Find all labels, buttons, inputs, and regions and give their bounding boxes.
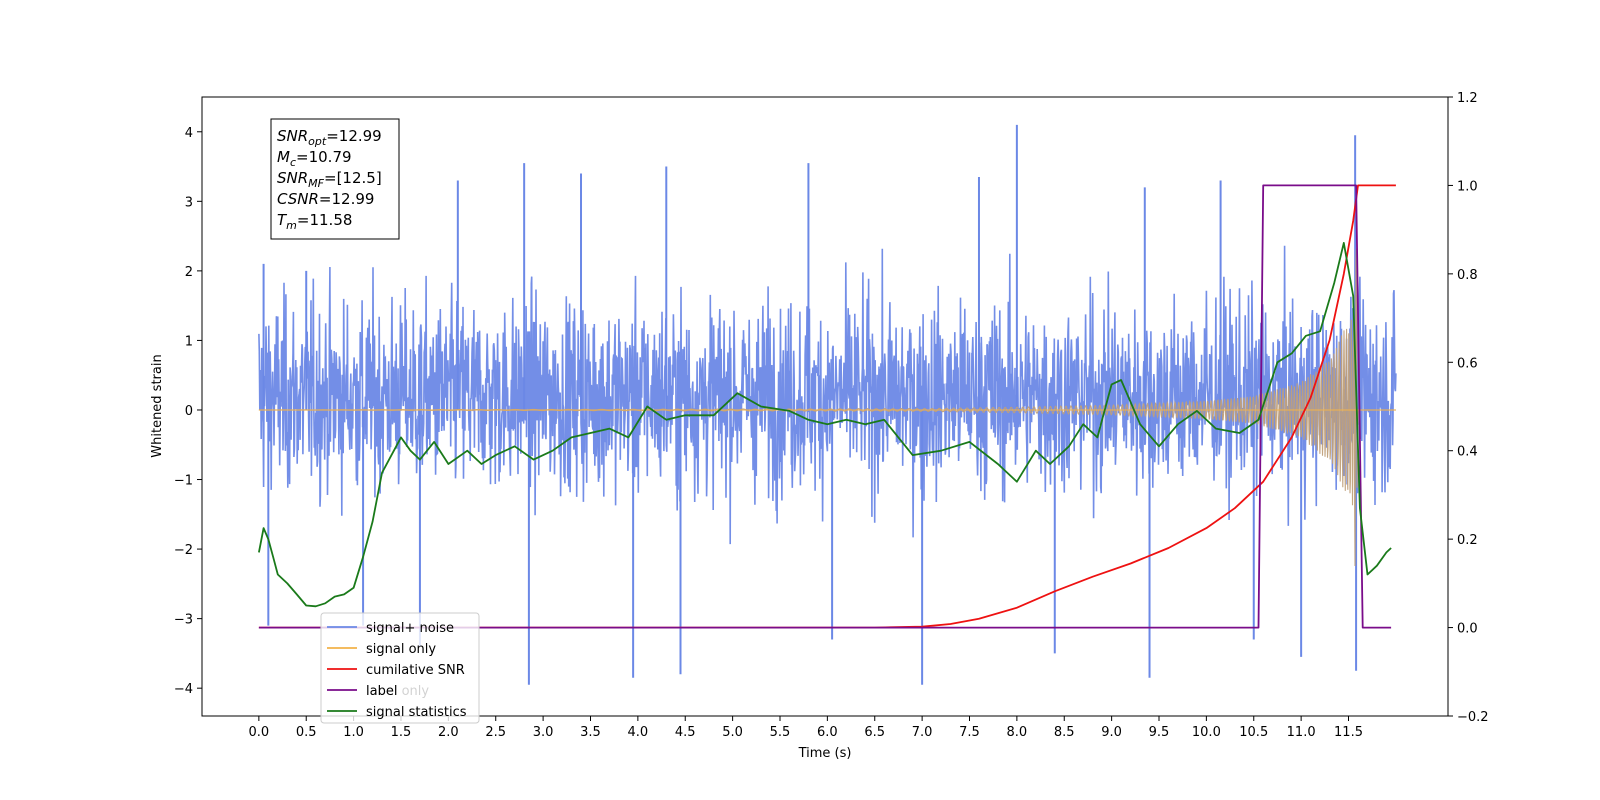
info-symbol: M [277,148,290,166]
y2-axis-ticks: −0.2 0.0 0.2 0.4 0.6 0.8 1.0 1.2 [1448,91,1489,725]
x-tick-label: 8.5 [1054,725,1075,740]
y-axis-ticks: −4 −3 −2 −1 0 1 2 3 4 [174,126,202,697]
x-axis-label: Time (s) [798,746,852,761]
legend-entry: signal statistics [366,705,467,720]
x-tick-label: 2.5 [485,725,506,740]
x-tick-label: 9.0 [1101,725,1122,740]
info-symbol: CSNR [277,190,319,208]
legend-entry: signal only [366,642,436,657]
x-tick-label: 6.0 [817,725,838,740]
y2-tick-label: 0.6 [1457,356,1478,371]
legend-entry: cumilative SNR [366,663,465,678]
series-label [258,184,1392,629]
y-tick-label: −4 [174,682,193,697]
info-value: =12.99 [326,127,382,145]
y2-tick-label: 1.0 [1457,179,1478,194]
axes-frame [201,96,1449,717]
info-line: SNRopt=12.99 [277,127,382,148]
info-symbol: SNR [277,169,308,187]
x-axis-ticks: 0.0 0.5 1.0 1.5 2.0 2.5 3.0 3.5 4.0 4.5 5.0 5.5 6.0 6… [249,716,1363,740]
series-cumulative-snr [258,184,1396,629]
legend-entry: label [366,684,397,699]
info-value: =11.58 [297,211,353,229]
x-tick-label: 10.5 [1239,725,1268,740]
series-signal-noise [258,124,1397,685]
info-symbol: SNR [277,127,308,145]
y-tick-label: −1 [174,474,193,489]
info-box: SNRopt=12.99Mc=10.79SNRMF=[12.5]CSNR=12.… [270,118,400,240]
info-value: =12.99 [319,190,375,208]
x-tick-label: 4.5 [675,725,696,740]
y2-tick-label: 0.2 [1457,533,1478,548]
y-tick-label: 0 [185,404,193,419]
x-tick-label: 9.5 [1149,725,1170,740]
y2-tick-label: −0.2 [1457,710,1489,725]
series-label-line [258,184,1392,629]
y-tick-label: −2 [174,543,193,558]
y-tick-label: 2 [185,265,193,280]
x-tick-label: 8.0 [1007,725,1028,740]
x-tick-label: 10.0 [1192,725,1221,740]
x-tick-label: 7.5 [959,725,980,740]
series-signal-only [258,248,1396,567]
legend-frame [320,612,480,724]
y-tick-label: 4 [185,126,193,141]
info-subscript: opt [308,135,327,148]
x-tick-label: 11.5 [1334,725,1363,740]
y-tick-label: 3 [185,195,193,210]
legend: signal+ noise signal only cumilative SNR la… [320,612,480,724]
series-signal-statistics [258,241,1392,608]
x-tick-label: 0.0 [249,725,270,740]
info-symbol: T [277,211,288,229]
series-layer [258,124,1397,685]
y-tick-label: 1 [185,334,193,349]
x-tick-label: 4.0 [628,725,649,740]
legend-hidden-text: label only [366,684,429,699]
y2-tick-label: 0.4 [1457,445,1478,460]
info-line: Tm=11.58 [277,211,352,232]
x-tick-label: 5.0 [722,725,743,740]
y-tick-label: −3 [174,613,193,628]
y2-tick-label: 1.2 [1457,91,1478,106]
info-subscript: m [286,219,297,232]
info-value: =[12.5] [324,169,382,187]
x-tick-label: 1.5 [391,725,412,740]
series-signal-statistics-line [258,241,1392,608]
x-tick-label: 6.5 [864,725,885,740]
x-tick-label: 3.5 [580,725,601,740]
info-subscript: MF [308,177,324,190]
legend-entry: signal+ noise [366,621,454,636]
info-box-frame [270,118,400,240]
plot-area [201,96,1449,717]
y2-tick-label: 0.0 [1457,622,1478,637]
info-line: Mc=10.79 [277,148,352,169]
x-tick-label: 5.5 [770,725,791,740]
y-axis-label: Whitened strain [150,354,165,457]
x-tick-label: 0.5 [296,725,317,740]
x-tick-label: 2.0 [438,725,459,740]
info-line: SNRMF=[12.5] [277,169,382,190]
info-line: CSNR=12.99 [277,190,374,208]
x-tick-label: 1.0 [343,725,364,740]
x-tick-label: 3.0 [533,725,554,740]
x-tick-label: 7.0 [912,725,933,740]
info-subscript: c [290,156,296,169]
x-tick-label: 11.0 [1287,725,1316,740]
series-cumulative-snr-line [258,184,1396,629]
info-value: =10.79 [296,148,352,166]
y2-tick-label: 0.8 [1457,268,1478,283]
noise-trace [258,245,1397,545]
